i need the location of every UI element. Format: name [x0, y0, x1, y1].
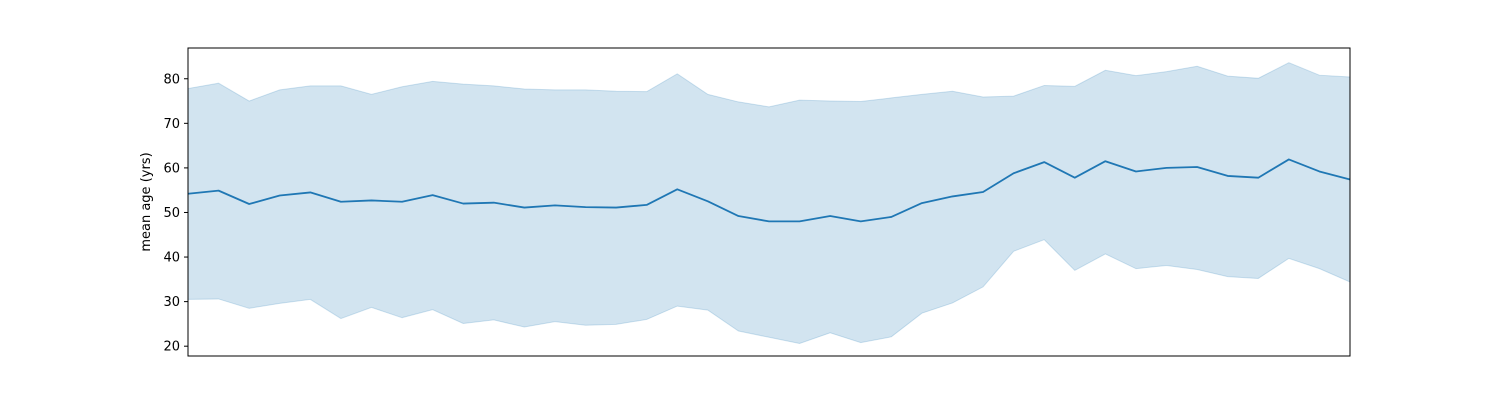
y-tick-label: 40 — [163, 251, 180, 266]
y-tick-label: 60 — [163, 161, 180, 176]
y-axis-label: mean age (yrs) — [139, 152, 154, 251]
y-tick-label: 80 — [163, 72, 180, 87]
axes-frame — [187, 47, 1351, 357]
mean-age-line — [187, 158, 1351, 223]
plot-area — [187, 62, 1351, 345]
y-tick-label: 70 — [163, 117, 180, 132]
confidence-band — [187, 62, 1351, 345]
y-axis: 20 30 40 50 60 70 80 — [163, 72, 188, 355]
y-tick-label: 50 — [163, 206, 180, 221]
y-tick-label: 20 — [163, 340, 180, 355]
y-tick-label: 30 — [163, 295, 180, 310]
